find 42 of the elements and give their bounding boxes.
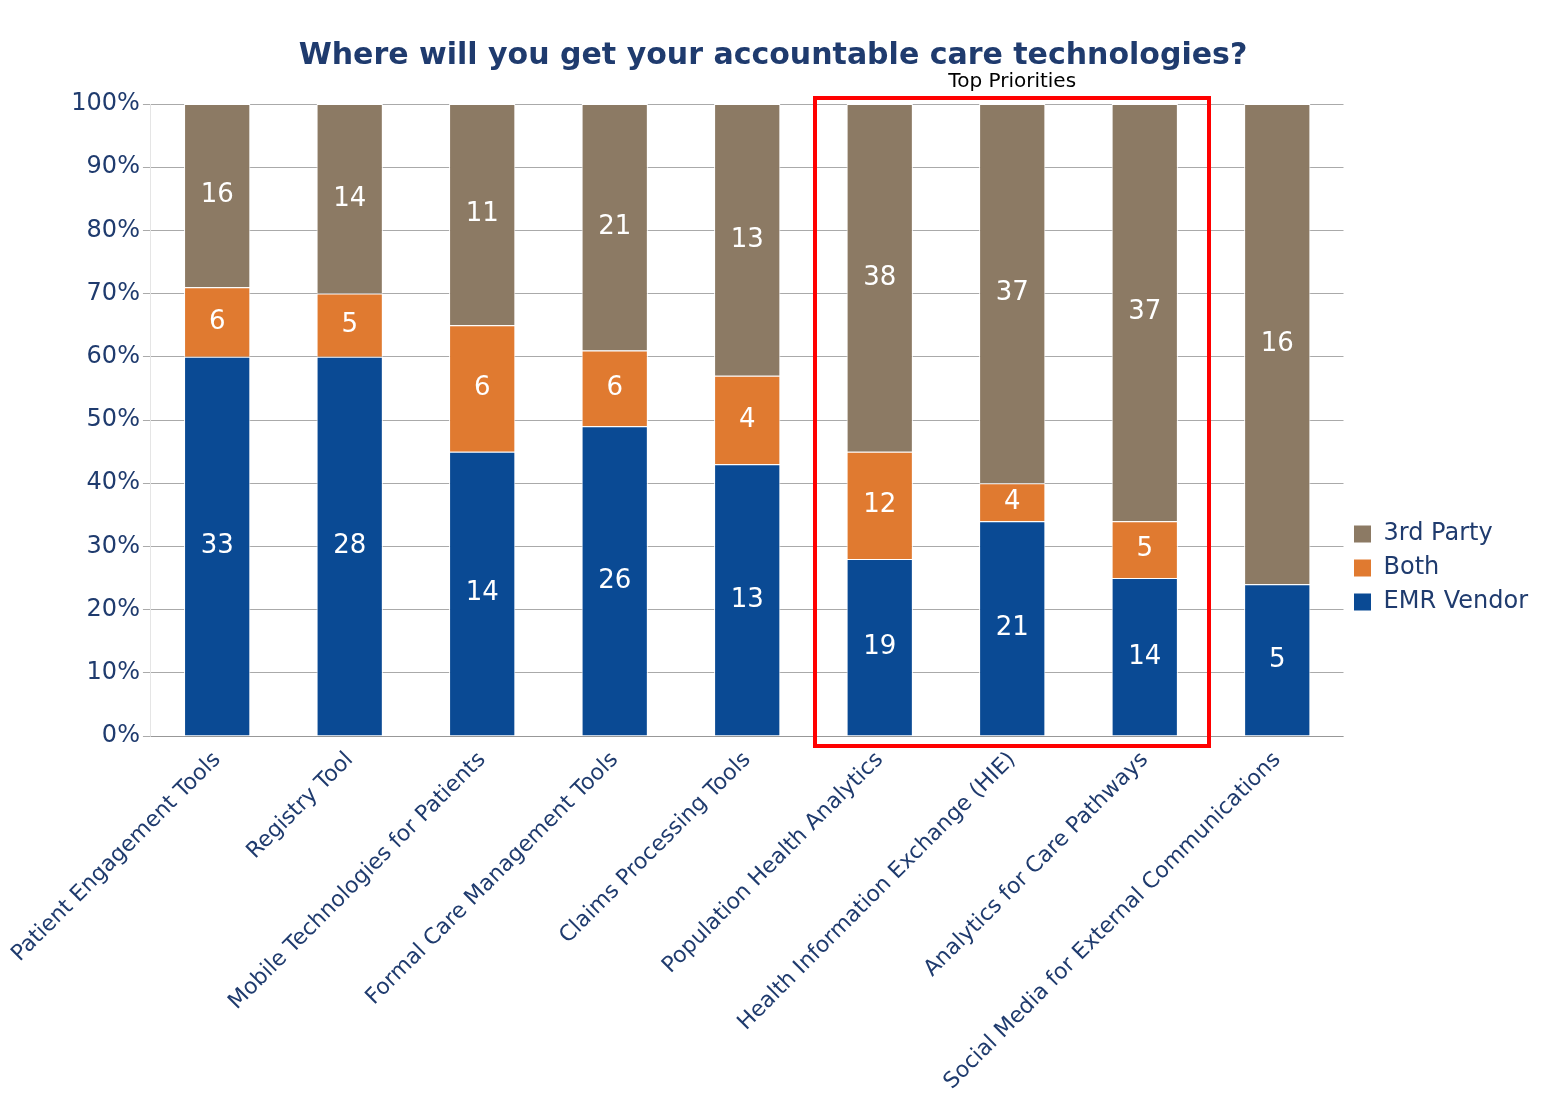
y-tick-label: 90%	[86, 151, 140, 180]
annotation: 6	[208, 304, 226, 335]
annotation: 21	[598, 210, 632, 240]
annotation: 37	[995, 276, 1029, 307]
text: Top Priorities	[947, 68, 1077, 92]
annotation: 4	[1003, 484, 1021, 515]
annotation: 12	[863, 488, 897, 519]
y-tick-label: 80%	[86, 214, 140, 243]
annotation: 26	[598, 563, 632, 594]
annotation: 14	[465, 576, 499, 607]
y-tick-label: 30%	[86, 530, 140, 559]
annotation: 33	[200, 528, 234, 559]
legend-label: EMR Vendor	[1383, 586, 1529, 615]
annotation: 38	[863, 260, 897, 291]
y-tick-label: 20%	[86, 593, 140, 622]
annotation: 11	[465, 197, 499, 228]
annotation: 6	[473, 371, 491, 402]
annotation: 5	[341, 307, 358, 338]
legend-label: 3rd Party	[1383, 518, 1493, 547]
legend-label: Both	[1383, 552, 1440, 581]
annotation: 4	[738, 402, 756, 433]
y-tick-label: 40%	[86, 467, 140, 496]
y-tick-label: 70%	[86, 277, 140, 306]
annotation: 16	[1260, 326, 1294, 357]
y-tick-label: 60%	[86, 341, 140, 370]
annotation: 21	[995, 611, 1029, 642]
annotation: 13	[730, 222, 764, 253]
annotation: 28	[333, 528, 367, 559]
chart-title: Where will you get your accountable care technologies?	[298, 35, 1248, 71]
y-tick-label: 100%	[71, 88, 140, 117]
annotation: 6	[606, 371, 623, 402]
annotation: 13	[730, 582, 764, 613]
y-tick-label: 50%	[86, 404, 140, 433]
annotation: 14	[1128, 639, 1162, 670]
y-tick-label: 10%	[86, 657, 140, 686]
annotation: 19	[863, 630, 897, 661]
annotation: 37	[1128, 295, 1162, 326]
annotation: 16	[200, 178, 234, 209]
y-tick-label: 0%	[101, 720, 140, 749]
annotation: 5	[1136, 532, 1154, 563]
annotation: 14	[333, 181, 367, 212]
annotation: 5	[1268, 642, 1286, 673]
